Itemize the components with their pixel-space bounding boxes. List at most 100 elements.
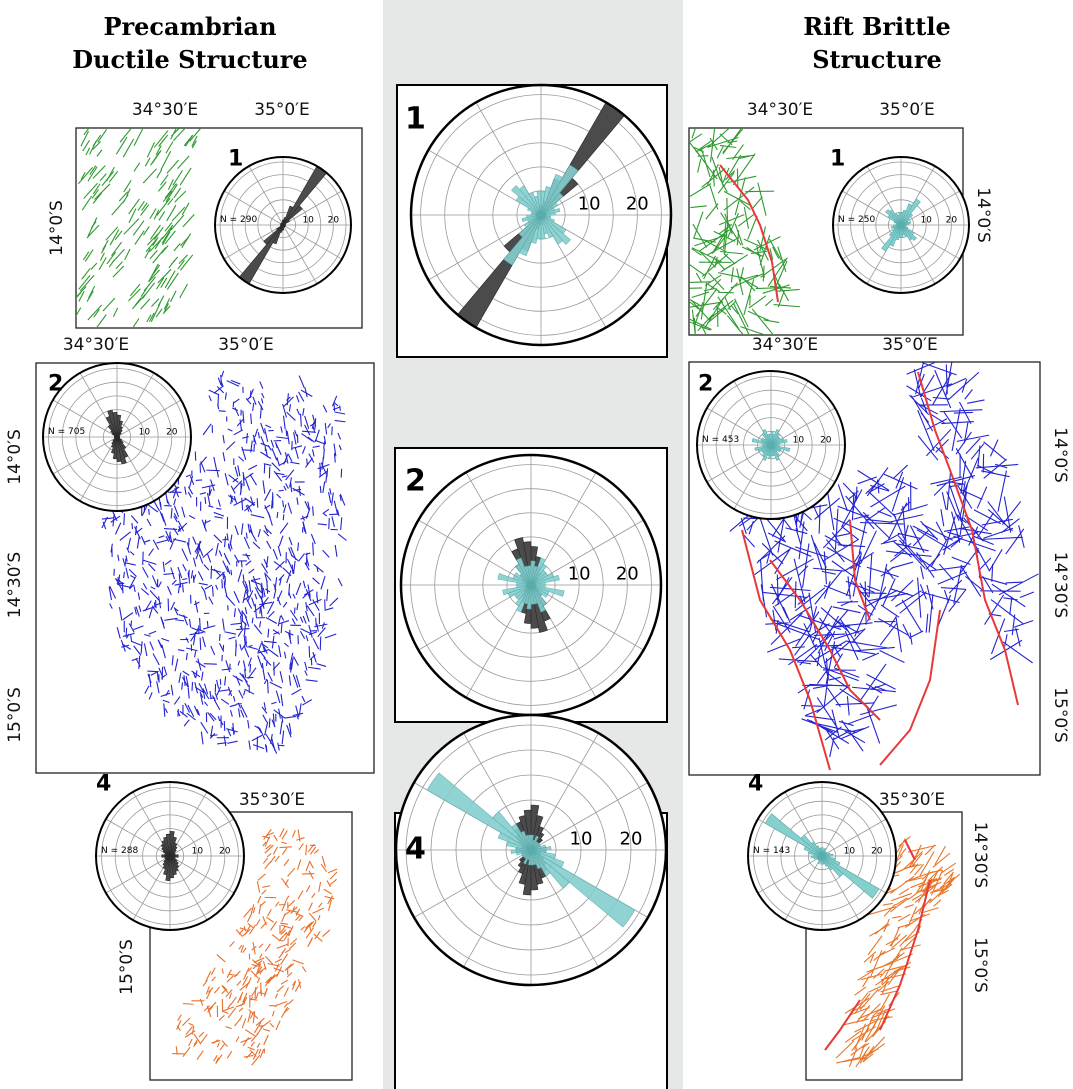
- lineament: [234, 407, 240, 417]
- lineament: [267, 908, 272, 917]
- lineament: [292, 593, 296, 599]
- lineament: [305, 679, 318, 682]
- lineament: [262, 885, 271, 888]
- lineament: [300, 926, 306, 931]
- lineament: [102, 521, 107, 530]
- lineament: [769, 248, 774, 260]
- rose-petal: [900, 224, 904, 238]
- lineament: [261, 706, 268, 714]
- lineament: [867, 585, 880, 592]
- lineament: [172, 537, 177, 543]
- label-layer: 34°30′E 35°0′E14°0′S34°30′E 35°0′E14°0′S14…: [5, 100, 1070, 995]
- lineament: [271, 743, 278, 754]
- lineament: [86, 290, 94, 302]
- lineament: [119, 531, 131, 541]
- lineament: [282, 514, 285, 521]
- lineament: [281, 730, 285, 745]
- lineament: [268, 610, 275, 618]
- lineament: [276, 943, 289, 949]
- lineament: [229, 704, 238, 708]
- lineament: [170, 508, 173, 519]
- lineament: [868, 985, 882, 993]
- lineament: [263, 678, 268, 685]
- lineament: [84, 249, 94, 262]
- lineament: [271, 934, 279, 940]
- lineament: [310, 533, 316, 545]
- rose-petal: [526, 214, 542, 218]
- lineament: [860, 663, 887, 701]
- lineament: [200, 694, 204, 705]
- lineament: [134, 527, 143, 535]
- lineament: [252, 907, 256, 913]
- lineament: [273, 967, 285, 973]
- lineament: [814, 570, 843, 605]
- lineament: [850, 1043, 867, 1056]
- lineament: [252, 1048, 259, 1060]
- lineament: [926, 428, 952, 457]
- lineament: [146, 142, 156, 158]
- lineament: [160, 692, 171, 698]
- lineament: [866, 519, 893, 523]
- rose-tick-label: 20: [946, 215, 958, 225]
- lineament: [708, 299, 734, 320]
- lineament: [314, 418, 317, 430]
- lineament: [736, 268, 744, 296]
- lineament: [165, 184, 178, 202]
- lineament: [803, 623, 817, 651]
- lineament: [734, 223, 744, 246]
- lineament: [703, 297, 724, 330]
- lineament: [264, 488, 272, 501]
- lineament: [85, 147, 91, 156]
- lineament: [301, 515, 305, 521]
- lineament: [709, 128, 716, 162]
- lineament: [199, 456, 208, 466]
- lineament: [237, 702, 242, 709]
- lineament: [920, 566, 924, 580]
- lineament: [808, 592, 817, 634]
- lineament: [337, 533, 347, 541]
- lineament: [327, 423, 332, 429]
- lineament: [868, 592, 909, 602]
- lineament: [144, 247, 151, 259]
- lineament: [956, 434, 990, 442]
- lineament: [235, 675, 241, 686]
- lineament: [321, 622, 325, 629]
- lineament: [902, 623, 911, 639]
- lineament: [871, 1008, 882, 1017]
- lineament: [309, 654, 316, 661]
- lineament: [202, 548, 214, 559]
- lineament: [983, 527, 1014, 539]
- lineament: [326, 589, 329, 601]
- lineament: [260, 606, 263, 617]
- lineament: [916, 552, 935, 578]
- lineament: [932, 852, 951, 868]
- lineament: [250, 986, 259, 997]
- lineament: [148, 269, 161, 283]
- lineament: [81, 195, 93, 211]
- lineament: [868, 491, 897, 518]
- rose-diagram: 10 202: [399, 453, 663, 717]
- lineament: [221, 1040, 228, 1048]
- lineament: [283, 504, 287, 514]
- lineament: [901, 599, 923, 633]
- rose-petal: [821, 855, 880, 899]
- lineament: [862, 1045, 875, 1063]
- lineament: [834, 622, 873, 628]
- lineament: [837, 484, 848, 512]
- lineament: [317, 914, 321, 921]
- rose-petal: [165, 833, 171, 857]
- lineament: [227, 729, 232, 737]
- lineament: [273, 846, 278, 855]
- lineament: [170, 128, 178, 140]
- lineament: [206, 1005, 212, 1018]
- lineament: [834, 508, 839, 550]
- lineament: [340, 517, 343, 531]
- rose-tick-label: 20: [871, 846, 883, 856]
- lineament: [216, 954, 226, 963]
- lineament: [946, 470, 952, 511]
- lineament: [298, 915, 304, 922]
- rose-tick-label: 20: [166, 427, 178, 437]
- lineament: [307, 501, 310, 509]
- lineament: [926, 584, 934, 610]
- lineament: [191, 627, 199, 631]
